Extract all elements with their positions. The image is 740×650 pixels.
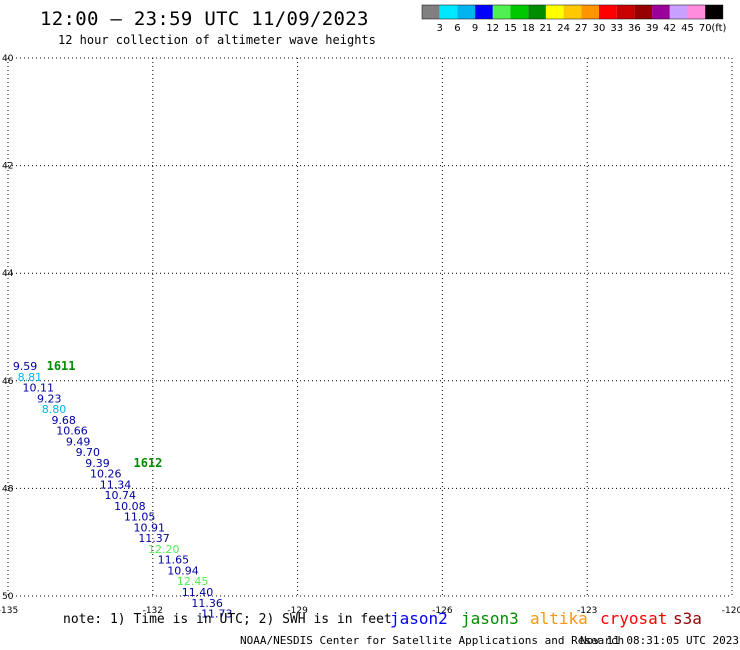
swh-point-label: 11.65: [158, 554, 190, 567]
colorbar-swatch: [563, 5, 582, 19]
colorbar-swatch: [669, 5, 688, 19]
time-labels: 1611 1612: [47, 359, 163, 470]
x-tick-label: -132: [143, 606, 163, 616]
colorbar-label: 21: [540, 23, 553, 34]
swh-point-label: 11.05: [124, 511, 156, 524]
swh-point-label: 9.68: [51, 414, 76, 427]
colorbar-swatch: [687, 5, 706, 19]
footnote: note: 1) Time is in UTC; 2) SWH is in fe…: [63, 612, 392, 627]
colorbar-swatch: [599, 5, 617, 19]
colorbar-label: 24: [557, 23, 570, 34]
x-tick-label: -120: [722, 606, 740, 616]
y-tick-label: 42: [2, 162, 13, 172]
colorbar-label: 27: [575, 23, 588, 34]
x-tick-label: -129: [287, 606, 308, 616]
time-label: 1611: [47, 359, 76, 373]
colorbar-label: 18: [522, 23, 535, 34]
colorbar-swatch: [510, 5, 529, 19]
swh-point-label: 10.74: [105, 489, 136, 502]
swh-point-label: 11.34: [100, 478, 132, 491]
swh-point-label: 10.66: [56, 425, 87, 438]
colorbar-label: 30: [593, 23, 606, 34]
colorbar-swatch: [634, 5, 653, 19]
credit-line: NOAA/NESDIS Center for Satellite Applica…: [240, 634, 625, 647]
colorbar-swatch: [528, 5, 546, 19]
colorbar-swatch: [581, 5, 599, 19]
swh-point-label: 10.08: [114, 500, 146, 513]
page-title: 12:00 – 23:59 UTC 11/09/2023: [40, 8, 369, 30]
generated-timestamp: Nov 11 08:31:05 UTC 2023: [580, 634, 739, 647]
colorbar-swatch: [652, 5, 670, 19]
satellite-legend-item: s3a: [673, 609, 702, 628]
swh-point-label: 12.20: [148, 543, 180, 556]
swh-data-points: 9.598.8110.119.238.809.6810.669.499.709.…: [13, 360, 233, 620]
colorbar-label: 9: [472, 23, 478, 34]
swh-point-label: 9.49: [66, 435, 91, 448]
swh-point-label: 10.94: [167, 564, 199, 577]
x-tick-label: -126: [432, 606, 453, 616]
y-tick-label: 44: [2, 269, 14, 279]
colorbar-border: [421, 4, 724, 20]
colorbar-swatch: [422, 5, 440, 19]
colorbar-swatch: [545, 5, 564, 19]
colorbar-label: 36: [628, 23, 641, 34]
swh-point-label: 11.37: [138, 532, 170, 545]
y-tick-label: 50: [2, 592, 14, 602]
colorbar-label: 70: [699, 23, 712, 34]
colorbar-label: 42: [663, 23, 676, 34]
swh-point-label: 8.80: [42, 403, 67, 416]
colorbar-swatch: [616, 5, 635, 19]
colorbar-swatch: [475, 5, 493, 19]
colorbar-swatch: [492, 5, 511, 19]
colorbar-label: 39: [646, 23, 659, 34]
swh-point-label: 8.81: [18, 371, 43, 384]
colorbar-label: 15: [504, 23, 517, 34]
x-tick-label: -123: [577, 606, 597, 616]
x-tick-label: -135: [0, 606, 18, 616]
time-label: 1612: [133, 456, 162, 470]
colorbar-swatch: [705, 5, 723, 19]
axis-tick-labels: -135 -132 -129 -126 -123 -120 40 42 44 46 48 50: [0, 54, 740, 616]
swh-point-label: 10.11: [22, 382, 54, 395]
colorbar-label: 12: [486, 23, 499, 34]
swh-point-label: 12.45: [177, 575, 209, 588]
y-tick-label: 46: [2, 377, 14, 387]
colorbar-label: 45: [681, 23, 694, 34]
satellite-legend-item: cryosat: [600, 609, 668, 628]
swh-point-label: 11.73: [201, 608, 233, 621]
satellite-legend-item: jason3: [461, 609, 519, 628]
swh-point-label: 9.23: [37, 392, 62, 405]
page-subtitle: 12 hour collection of altimeter wave hei…: [58, 33, 376, 47]
satellite-legend-item: altika: [530, 609, 588, 628]
colorbar-legend: 3 6 9 12 15 18 21 24 27 30 33 36 39 42 45 70 (ft): [421, 4, 727, 34]
colorbar-label: (ft): [711, 23, 726, 34]
colorbar-swatch: [457, 5, 476, 19]
colorbar-swatch: [439, 5, 458, 19]
swh-point-label: 9.59: [13, 360, 38, 373]
y-tick-label: 40: [2, 54, 14, 64]
swh-point-label: 10.91: [133, 521, 165, 534]
swh-point-label: 11.40: [182, 586, 214, 599]
colorbar-label: 3: [437, 23, 443, 34]
colorbar-label: 33: [610, 23, 623, 34]
y-tick-label: 48: [2, 484, 14, 494]
swh-point-label: 10.26: [90, 468, 122, 481]
swh-point-label: 11.36: [191, 597, 223, 610]
swh-point-label: 9.70: [76, 446, 101, 459]
map-grid: [7, 57, 733, 597]
satellite-legend-item: jason2: [390, 609, 448, 628]
colorbar-label: 6: [454, 23, 460, 34]
swh-point-label: 9.39: [85, 457, 110, 470]
